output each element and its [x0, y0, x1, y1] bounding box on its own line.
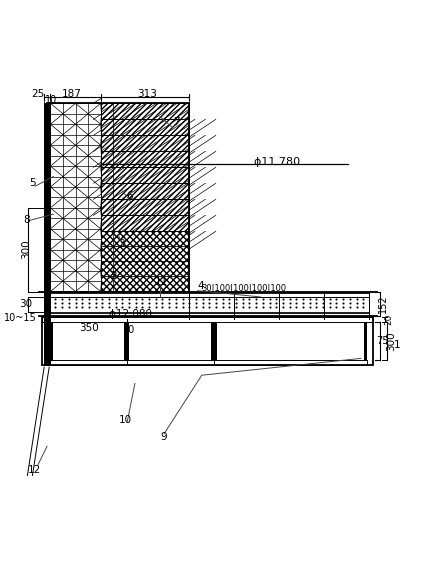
- Text: 300: 300: [21, 240, 31, 259]
- Bar: [364, 322, 367, 360]
- Bar: [51, 103, 101, 292]
- Bar: [211, 322, 214, 360]
- Text: 25: 25: [31, 89, 45, 99]
- Bar: [214, 360, 367, 365]
- Text: 20: 20: [384, 314, 393, 325]
- Bar: [214, 322, 217, 360]
- Bar: [44, 103, 51, 365]
- Text: 187: 187: [62, 89, 82, 99]
- Text: ϕ11 780: ϕ11 780: [254, 157, 300, 167]
- Text: 5: 5: [29, 178, 36, 188]
- Text: 300: 300: [386, 332, 396, 351]
- Text: 11: 11: [155, 278, 168, 287]
- Bar: [51, 322, 53, 360]
- Text: 2: 2: [110, 271, 116, 280]
- Bar: [101, 231, 189, 292]
- Text: 30|100|100|100|100: 30|100|100|100|100: [201, 284, 286, 293]
- Text: 10: 10: [123, 325, 135, 335]
- Text: 75: 75: [377, 336, 389, 346]
- Bar: [124, 322, 127, 360]
- Text: 10~15: 10~15: [3, 313, 36, 323]
- Text: 10: 10: [119, 415, 132, 425]
- Text: 4: 4: [198, 280, 204, 291]
- Bar: [127, 360, 214, 365]
- Text: 8: 8: [24, 215, 30, 226]
- Text: 350: 350: [79, 324, 99, 333]
- Text: 7: 7: [173, 117, 180, 127]
- Bar: [51, 311, 369, 314]
- Bar: [101, 103, 189, 231]
- Bar: [127, 322, 130, 360]
- Text: 152: 152: [378, 294, 388, 313]
- Bar: [101, 231, 189, 292]
- Text: 1: 1: [394, 340, 400, 350]
- Text: 12: 12: [28, 465, 41, 476]
- Text: 30: 30: [20, 299, 33, 309]
- Bar: [42, 317, 373, 365]
- Bar: [101, 103, 189, 231]
- Bar: [51, 103, 189, 292]
- Text: 10: 10: [45, 95, 57, 105]
- Text: ϕ12 080: ϕ12 080: [109, 309, 152, 319]
- Bar: [42, 317, 373, 322]
- Text: 9: 9: [161, 432, 167, 442]
- Text: 6: 6: [127, 191, 133, 201]
- Text: 3: 3: [118, 239, 125, 250]
- Bar: [51, 360, 127, 365]
- Text: 313: 313: [138, 89, 157, 99]
- Bar: [44, 103, 51, 292]
- Bar: [51, 297, 369, 311]
- Bar: [51, 292, 369, 294]
